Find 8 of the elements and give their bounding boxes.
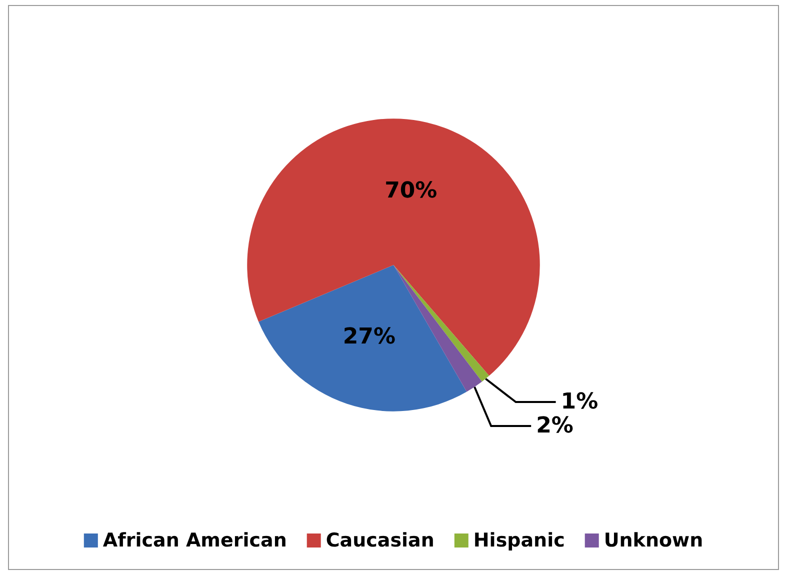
legend-label: Caucasian: [326, 530, 434, 552]
data-label: 70%: [384, 178, 438, 204]
data-label: 27%: [342, 324, 396, 350]
data-label: 1%: [560, 390, 598, 415]
legend-label: Unknown: [604, 530, 704, 552]
legend-label: African American: [102, 530, 287, 552]
data-label: 2%: [536, 414, 574, 439]
legend-label: Hispanic: [473, 530, 565, 552]
